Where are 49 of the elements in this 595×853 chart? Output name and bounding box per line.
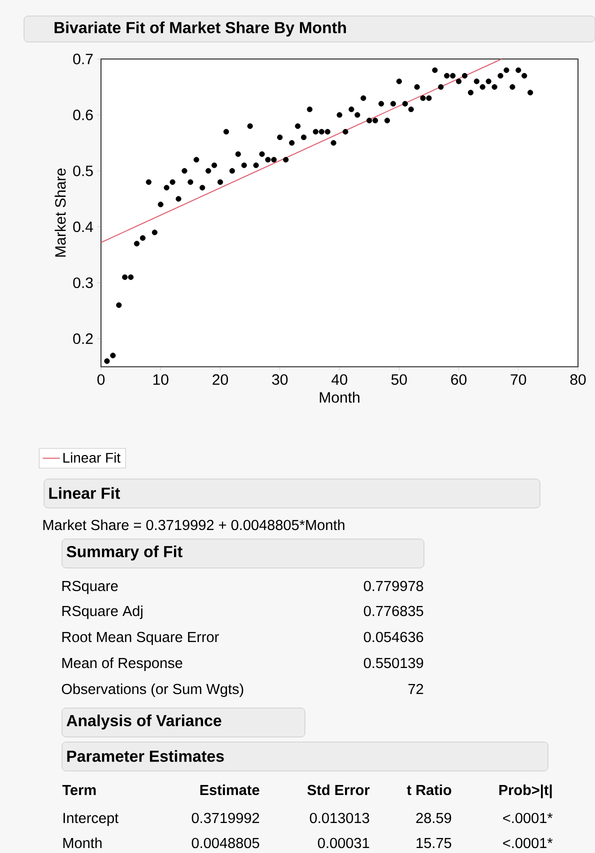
x-tick-label: 30 bbox=[272, 374, 288, 385]
text: Market Share = 0.3719992 + 0.0048805*Month bbox=[43, 519, 344, 530]
y-tick-label: 0.4 bbox=[73, 222, 94, 232]
text: RSquare bbox=[62, 580, 118, 594]
x-tick-label: 20 bbox=[212, 374, 228, 385]
text: Month bbox=[63, 837, 102, 848]
text: t Ratio bbox=[406, 784, 452, 796]
text: Linear Fit bbox=[49, 487, 120, 499]
x-tick-label: 40 bbox=[332, 374, 348, 385]
y-tick-label: 0.2 bbox=[73, 333, 93, 344]
text: 0.776835 bbox=[364, 606, 424, 616]
text: <.0001* bbox=[503, 812, 553, 824]
y-axis-title: Market Share bbox=[54, 168, 66, 257]
text: Std Error bbox=[307, 784, 370, 796]
x-tick-label: 70 bbox=[510, 374, 526, 385]
text: 28.59 bbox=[416, 812, 452, 824]
text: Prob>|t| bbox=[499, 784, 552, 798]
y-tick-label: 0.5 bbox=[73, 166, 93, 176]
chart-title: Bivariate Fit of Market Share By Month bbox=[54, 22, 346, 36]
text: 72 bbox=[408, 684, 424, 694]
y-tick-label: 0.3 bbox=[73, 277, 93, 288]
text: 0.00031 bbox=[318, 838, 370, 848]
x-tick-label: 0 bbox=[97, 374, 105, 385]
text: 15.75 bbox=[416, 838, 452, 848]
text: Estimate bbox=[200, 784, 260, 796]
x-tick-label: 10 bbox=[153, 374, 168, 385]
text: Mean of Response bbox=[62, 658, 182, 672]
text: Analysis of Variance bbox=[66, 714, 222, 730]
text: 0.054636 bbox=[364, 632, 424, 642]
x-tick-label: 50 bbox=[391, 374, 407, 385]
x-tick-label: 80 bbox=[570, 374, 586, 385]
x-axis-title: Month bbox=[320, 392, 360, 403]
text: RSquare Adj bbox=[62, 605, 142, 620]
text: Summary of Fit bbox=[66, 546, 182, 560]
text: 0.550139 bbox=[364, 658, 424, 668]
text: 0.3719992 bbox=[192, 812, 260, 824]
text: Observations (or Sum Wgts) bbox=[62, 683, 244, 698]
legend-label: Linear Fit bbox=[63, 452, 120, 463]
text: Root Mean Square Error bbox=[62, 632, 219, 646]
text: 0.0048805 bbox=[192, 838, 260, 848]
text: <.0001* bbox=[503, 838, 553, 848]
text: Parameter Estimates bbox=[67, 750, 224, 762]
text: Intercept bbox=[64, 813, 119, 826]
x-tick-label: 60 bbox=[451, 374, 466, 385]
y-tick-label: 0.6 bbox=[73, 110, 93, 120]
text: Term bbox=[62, 785, 96, 796]
y-tick-label: 0.7 bbox=[73, 54, 93, 64]
text: 0.779978 bbox=[364, 580, 424, 592]
text: 0.013013 bbox=[310, 812, 370, 824]
